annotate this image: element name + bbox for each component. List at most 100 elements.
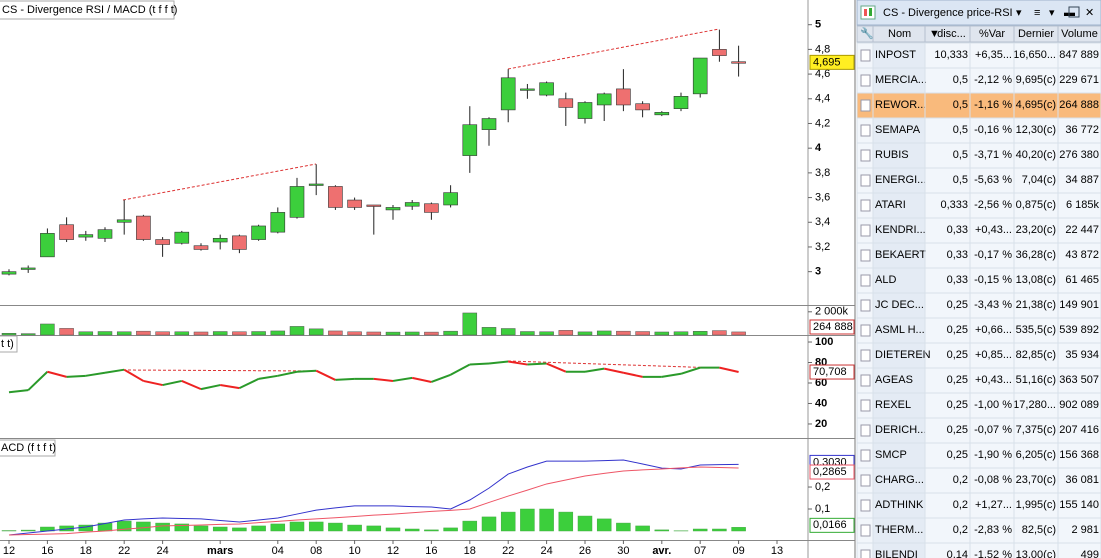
y-tick-label: 20 bbox=[815, 418, 827, 430]
histogram-bar bbox=[577, 515, 593, 532]
histogram-bar bbox=[136, 521, 151, 532]
rsi-segment bbox=[584, 367, 605, 373]
cell-text: 4,695(c) bbox=[1016, 99, 1056, 111]
x-tick-label: 07 bbox=[694, 545, 706, 557]
title-box bbox=[0, 335, 18, 353]
row-icon bbox=[860, 524, 871, 537]
histogram-bar bbox=[193, 525, 209, 532]
histogram-bar bbox=[500, 511, 516, 532]
dropdown-arrow[interactable]: ▾ bbox=[1016, 7, 1022, 19]
volume-bar bbox=[539, 331, 554, 336]
cell-text: REXEL bbox=[875, 399, 911, 411]
x-tick-label: 16 bbox=[425, 545, 437, 557]
cell-text: 0,25 bbox=[947, 374, 968, 386]
close-button[interactable]: ✕ bbox=[1085, 7, 1094, 19]
row-icon bbox=[860, 349, 871, 362]
x-tick-label: 10 bbox=[348, 545, 360, 557]
candle-body bbox=[366, 204, 382, 207]
column-header[interactable]: disc... bbox=[937, 28, 966, 40]
marks: 3 3,2 3,4 3,6 3,8 4 4,2 4,4 4,6 4,8 5 12 16 18 22 24 mar… bbox=[1, 19, 855, 557]
candle-body bbox=[289, 186, 305, 218]
volume-bar bbox=[308, 328, 324, 336]
dropdown-button[interactable]: ▾ bbox=[1049, 7, 1055, 19]
cell-text: -1,90 % bbox=[974, 449, 1012, 461]
menu-button[interactable]: ≡ bbox=[1034, 7, 1040, 19]
volume-bar bbox=[174, 331, 190, 336]
column-header[interactable]: Nom bbox=[888, 28, 911, 40]
candle-body bbox=[270, 212, 286, 233]
cell-text: 36 772 bbox=[1065, 124, 1099, 136]
row-icon bbox=[860, 449, 871, 462]
cell-text: 264 888 bbox=[1059, 99, 1099, 111]
column-header[interactable]: Volume bbox=[1061, 28, 1098, 40]
row-icon bbox=[860, 124, 871, 137]
row-icon bbox=[860, 174, 871, 187]
histogram-bar bbox=[539, 508, 554, 532]
y-tick-label: 3,6 bbox=[815, 191, 830, 203]
cell-text: 6,205(c) bbox=[1016, 449, 1056, 461]
cell-text: 82,85(c) bbox=[1016, 349, 1056, 361]
histogram-bar bbox=[251, 525, 266, 532]
divergence-line bbox=[122, 163, 317, 201]
last-value-label: 264 888 bbox=[813, 321, 853, 333]
rsi-segment bbox=[181, 380, 202, 391]
candle-body bbox=[520, 88, 535, 91]
cell-text: -1,16 % bbox=[974, 99, 1012, 111]
name-cell bbox=[872, 442, 926, 469]
candle-body bbox=[500, 77, 516, 111]
x-tick-label: 30 bbox=[617, 545, 629, 557]
settings-icon[interactable]: 🔧 bbox=[860, 26, 874, 40]
histogram-bar bbox=[731, 527, 746, 532]
chart-area bbox=[0, 0, 856, 558]
candle-body bbox=[1, 271, 17, 275]
candle-body bbox=[347, 199, 362, 208]
cell-text: 156 368 bbox=[1059, 449, 1099, 461]
rsi-segment bbox=[296, 369, 317, 373]
volume-bar bbox=[616, 330, 631, 336]
cell-text: 363 507 bbox=[1059, 374, 1099, 386]
x-tick-label: mars bbox=[207, 545, 233, 557]
cell-text: 12,30(c) bbox=[1016, 124, 1056, 136]
rsi-segment bbox=[277, 370, 298, 377]
candle-body bbox=[539, 82, 554, 96]
title-box bbox=[0, 439, 56, 457]
column-header[interactable]: %Var bbox=[979, 28, 1005, 40]
rsi-segment bbox=[411, 376, 432, 383]
candle-body bbox=[462, 124, 478, 156]
candle-body bbox=[712, 49, 727, 56]
row-icon bbox=[860, 249, 871, 262]
volume-bar bbox=[270, 330, 286, 336]
rsi-segment bbox=[335, 377, 355, 381]
histogram-bar bbox=[481, 516, 497, 532]
column-header[interactable]: Dernier bbox=[1018, 28, 1054, 40]
cell-text: 0,33 bbox=[947, 224, 968, 236]
rsi-segment bbox=[85, 371, 106, 377]
x-tick-label: 12 bbox=[3, 545, 15, 557]
rsi-segment bbox=[104, 368, 125, 374]
y-tick-label: 4,2 bbox=[815, 117, 830, 129]
histogram-bar bbox=[404, 528, 420, 532]
histogram-bar bbox=[520, 508, 535, 532]
cell-text: 0,5 bbox=[953, 124, 968, 136]
watchlist-title[interactable]: CS - Divergence price-RSI bbox=[883, 7, 1013, 19]
cell-text: DERICH... bbox=[875, 424, 926, 436]
cell-text: INPOST bbox=[875, 49, 916, 61]
volume-bar bbox=[59, 328, 74, 336]
cell-text: 276 380 bbox=[1059, 149, 1099, 161]
candle-body bbox=[308, 183, 324, 186]
list-icon[interactable] bbox=[860, 5, 876, 20]
cell-text: 155 140 bbox=[1059, 499, 1099, 511]
histogram-bar bbox=[692, 528, 708, 532]
macd-line bbox=[8, 459, 739, 536]
candle-body bbox=[692, 57, 708, 95]
rsi-segment bbox=[680, 366, 701, 375]
cell-text: +0,43... bbox=[975, 374, 1012, 386]
cell-text: -1,52 % bbox=[974, 549, 1012, 558]
cell-text: +1,27... bbox=[975, 499, 1012, 511]
cell-text: 0,33 bbox=[947, 274, 968, 286]
histogram-bar bbox=[328, 522, 343, 532]
volume-bar bbox=[731, 331, 746, 336]
rsi-segment bbox=[220, 384, 240, 390]
maximize-button[interactable] bbox=[1068, 6, 1080, 18]
cell-text: 0,25 bbox=[947, 449, 968, 461]
